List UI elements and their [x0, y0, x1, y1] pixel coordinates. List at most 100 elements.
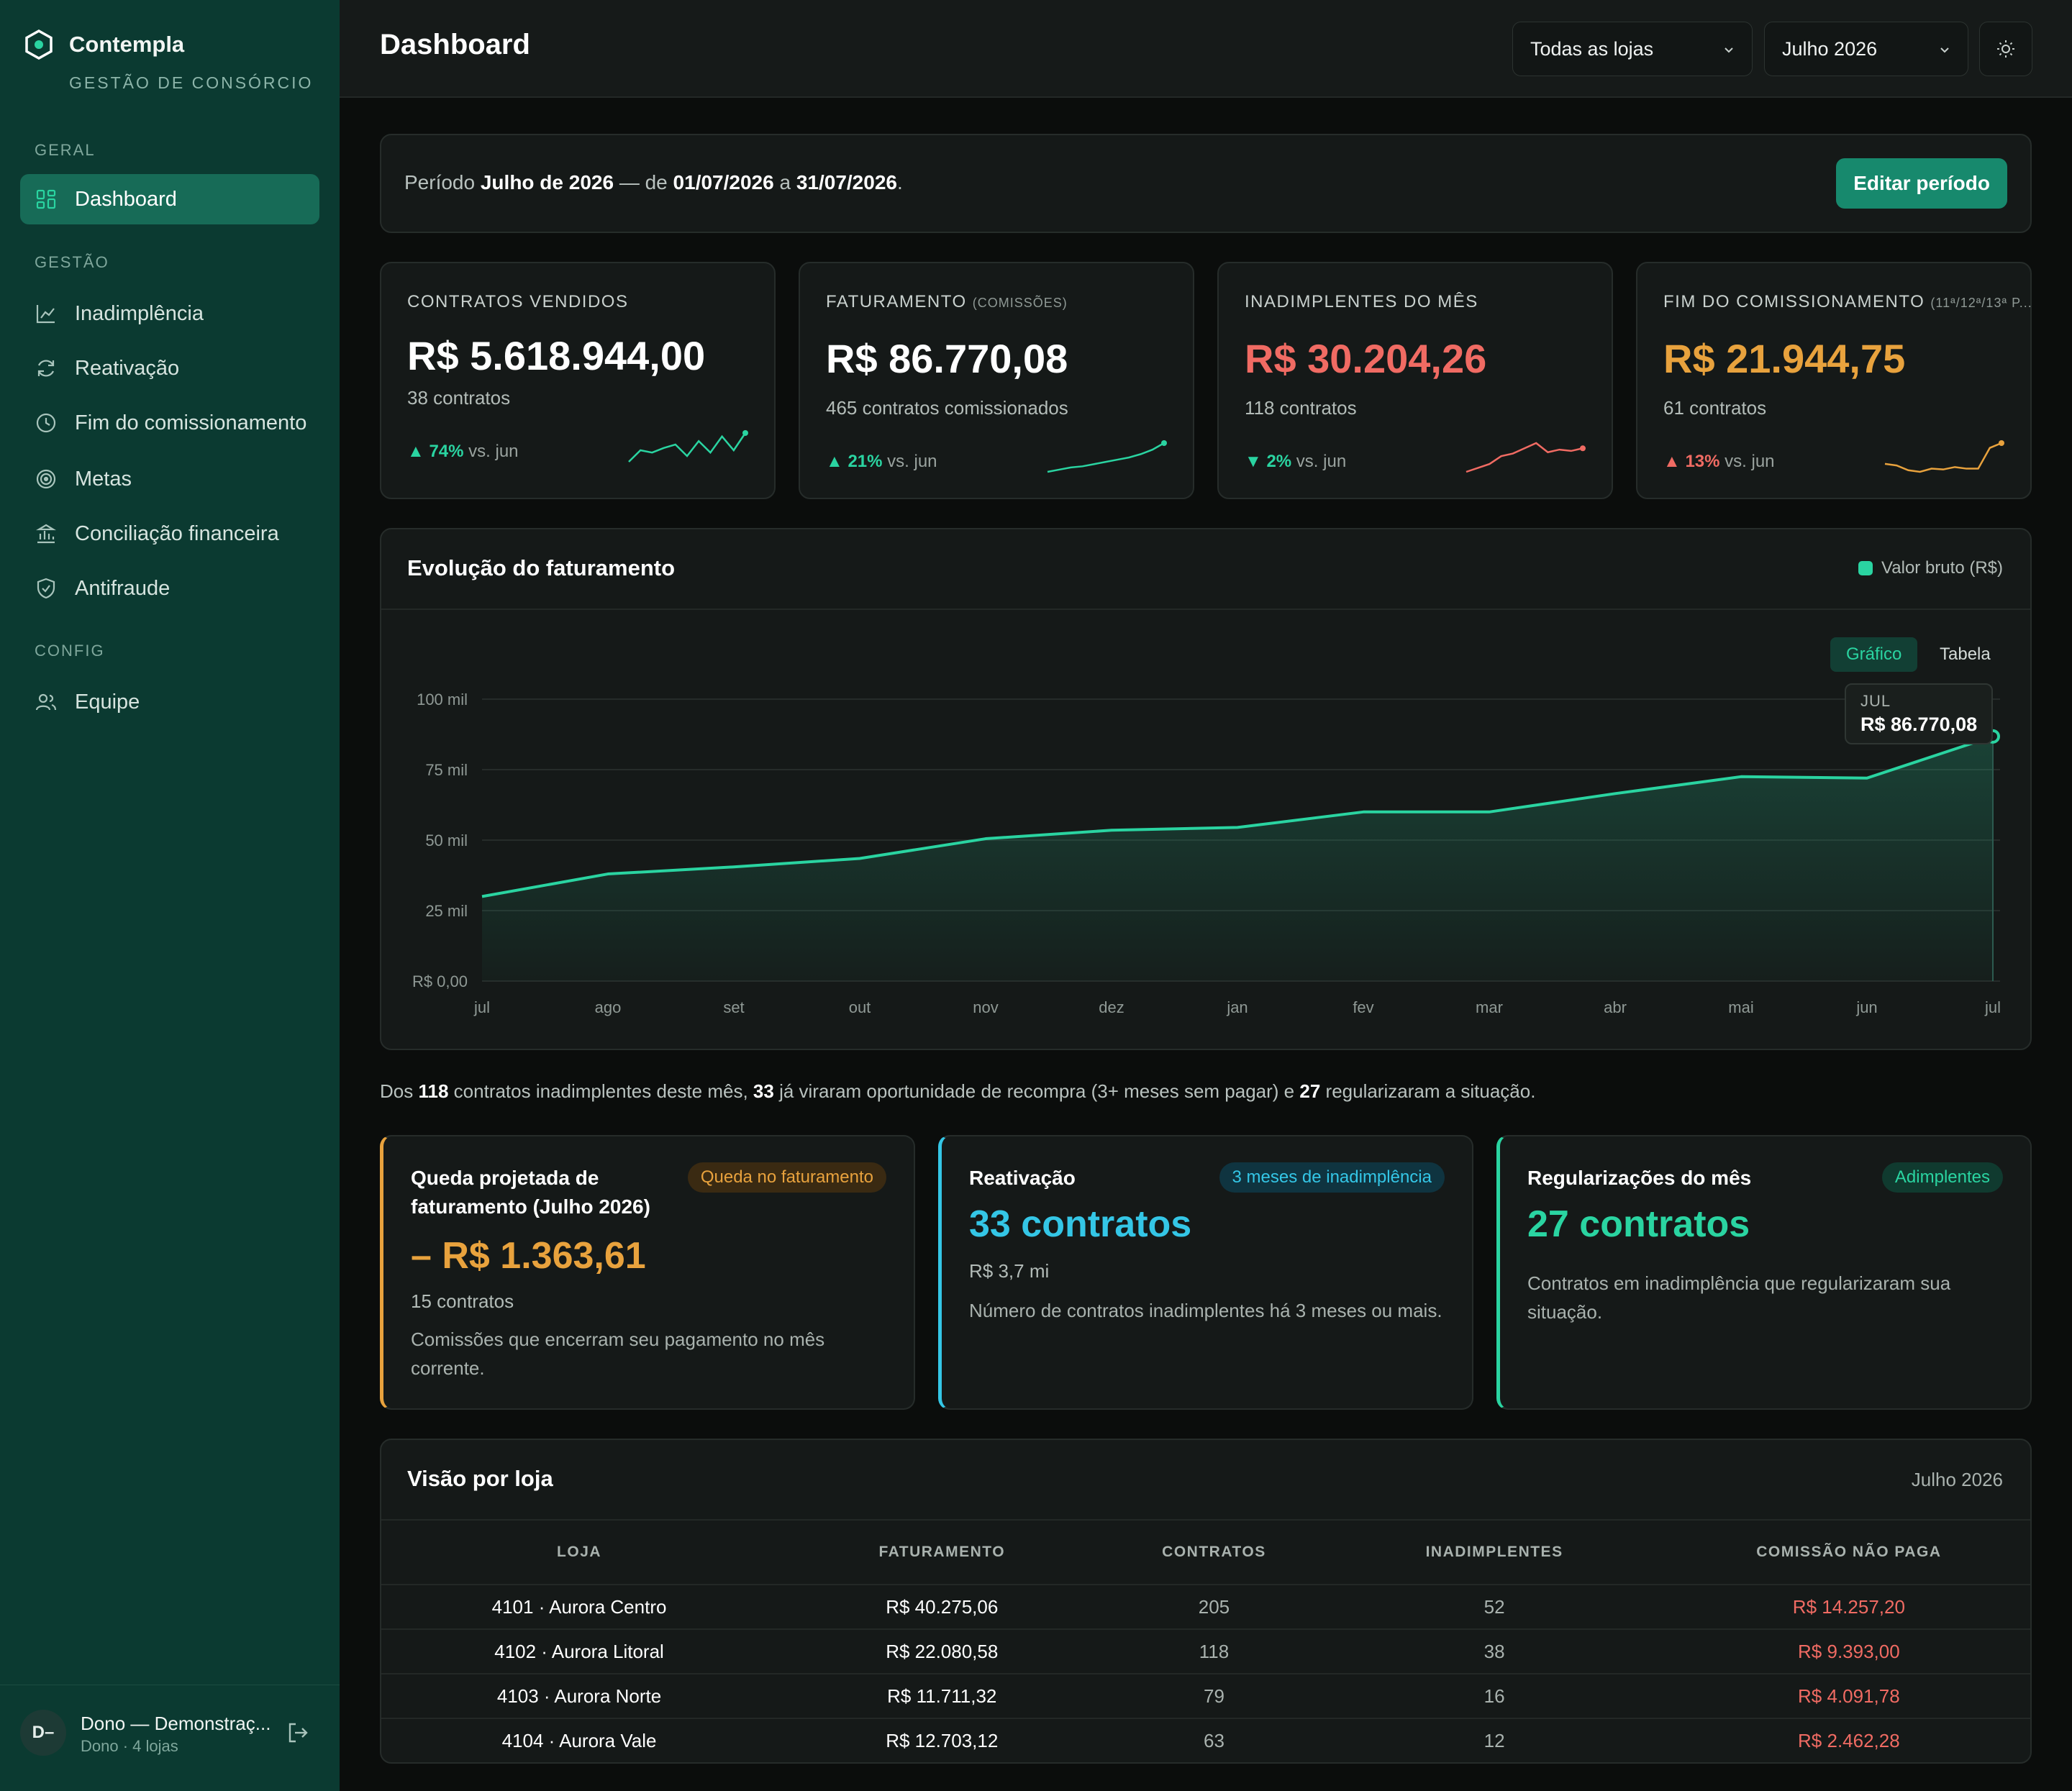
trend-text: vs. jun — [468, 442, 519, 461]
brand[interactable]: Contempla — [23, 29, 184, 60]
summary-text: Dos — [380, 1080, 414, 1102]
x-tick-label: out — [849, 998, 871, 1016]
sidebar-item-dashboard[interactable]: Dashboard — [20, 174, 319, 224]
table-row[interactable]: 4103 · Aurora Norte R$ 11.711,32 79 16 R$ 4.… — [381, 1674, 2030, 1719]
period-text: Período Julho de 2026 — de 01/07/2026 a … — [404, 171, 903, 194]
sidebar-item-label: Equipe — [75, 690, 140, 714]
y-tick-label: 25 mil — [425, 902, 468, 920]
kpi-card[interactable]: INADIMPLENTES DO MÊS R$ 30.204,26 118 co… — [1217, 262, 1613, 499]
table-cell: R$ 12.703,12 — [886, 1730, 999, 1751]
card-title: Queda projetada de faturamento (Julho 20… — [411, 1167, 650, 1218]
kpi-card[interactable]: FIM DO COMISSIONAMENTO (11ª/12ª/13ª P...… — [1636, 262, 2032, 499]
theme-toggle-button[interactable] — [1979, 22, 2032, 76]
regularizations-card[interactable]: Regularizações do mês Adimplentes 27 con… — [1496, 1135, 2032, 1410]
table-cell: R$ 9.393,00 — [1667, 1629, 2030, 1674]
card-title: Regularizações do mês — [1527, 1167, 1752, 1189]
x-tick-label: nov — [973, 998, 998, 1016]
tab-grafico[interactable]: Gráfico — [1830, 637, 1918, 672]
column-header[interactable]: COMISSÃO NÃO PAGA — [1667, 1519, 2030, 1585]
chart-line-icon — [36, 305, 55, 324]
table-cell: R$ 4.091,78 — [1667, 1674, 2030, 1719]
summary-count: 27 — [1299, 1080, 1321, 1102]
kpi-sub: 465 contratos comissionados — [826, 397, 1068, 419]
kpi-trend: ▼ 2% vs. jun — [1245, 452, 1346, 472]
section-label-geral: GERAL — [35, 141, 96, 159]
period-dot: . — [896, 171, 903, 193]
sidebar-item-conciliacao[interactable]: Conciliação financeira — [20, 509, 319, 559]
trend-value: 21% — [848, 452, 883, 471]
tooltip-value: R$ 86.770,08 — [1860, 714, 1978, 735]
trend-arrow-icon: ▼ — [1245, 452, 1262, 471]
sparkline-endpoint — [1580, 445, 1586, 452]
table-cell: R$ 40.275,06 — [777, 1585, 1107, 1630]
kpi-trend: ▲ 13% vs. jun — [1663, 452, 1775, 472]
x-tick-label: jul — [473, 998, 490, 1016]
card-desc: Comissões que encerram seu pagamento no … — [411, 1329, 825, 1379]
column-header[interactable]: LOJA — [381, 1519, 778, 1585]
table-row[interactable]: 4101 · Aurora Centro R$ 40.275,06 205 52 R$ … — [381, 1585, 2030, 1630]
column-header[interactable]: FATURAMENTO — [777, 1519, 1107, 1585]
kpi-value: R$ 5.618.944,00 — [407, 333, 706, 378]
x-tick-label: fev — [1353, 998, 1373, 1016]
section-label-gestao: GESTÃO — [35, 253, 109, 271]
logout-icon[interactable] — [285, 1720, 311, 1746]
table-cell: 4102 · Aurora Litoral — [381, 1629, 778, 1674]
period-bar: Período Julho de 2026 — de 01/07/2026 a … — [380, 134, 2032, 233]
card-sub: R$ 3,7 mi — [969, 1260, 1050, 1282]
sidebar-item-label: Reativação — [75, 356, 180, 380]
projected-drop-card[interactable]: Queda projetada de faturamento (Julho 20… — [380, 1135, 915, 1410]
reactivation-card[interactable]: Reativação 3 meses de inadimplência 33 c… — [938, 1135, 1473, 1410]
sidebar-item-metas[interactable]: Metas — [20, 454, 319, 504]
sidebar-item-label: Inadimplência — [75, 301, 204, 325]
table-row[interactable]: 4102 · Aurora Litoral R$ 22.080,58 118 38 R$… — [381, 1629, 2030, 1674]
table-header-row: LOJA FATURAMENTO CONTRATOS INADIMPLENTES… — [381, 1519, 2030, 1585]
sparkline — [1047, 440, 1167, 473]
avatar[interactable]: D– — [20, 1710, 66, 1756]
table-cell: 4104 · Aurora Vale — [501, 1730, 657, 1751]
period-sep: — de — [619, 171, 668, 193]
sparkline — [628, 430, 748, 462]
kpi-label-text: INADIMPLENTES DO MÊS — [1245, 292, 1478, 311]
refresh-icon — [37, 360, 55, 377]
kpi-trend: ▲ 21% vs. jun — [826, 452, 937, 472]
top-header: Dashboard Todas as lojas Julho 2026 — [340, 0, 2072, 98]
clock-icon — [36, 413, 56, 433]
sidebar-item-reativacao[interactable]: Reativação — [20, 343, 319, 393]
table-period: Julho 2026 — [1911, 1469, 2003, 1490]
kpi-card[interactable]: CONTRATOS VENDIDOS R$ 5.618.944,00 38 co… — [380, 262, 776, 499]
chart-divider — [381, 609, 2030, 610]
users-icon — [35, 693, 57, 711]
period-end: 31/07/2026 — [796, 171, 897, 193]
kpi-card[interactable]: FATURAMENTO (COMISSÕES) R$ 86.770,08 465… — [799, 262, 1194, 499]
column-header[interactable]: CONTRATOS — [1107, 1519, 1322, 1585]
trend-text: vs. jun — [1725, 452, 1775, 471]
card-value: 27 contratos — [1527, 1203, 1750, 1245]
brand-subtitle: GESTÃO DE CONSÓRCIO — [69, 73, 314, 92]
kpi-value: R$ 30.204,26 — [1245, 336, 1487, 381]
table-cell: 118 — [1107, 1629, 1322, 1674]
column-header[interactable]: INADIMPLENTES — [1321, 1519, 1668, 1585]
month-select[interactable]: Julho 2026 — [1764, 22, 1968, 76]
target-icon — [36, 469, 56, 489]
sparkline — [1466, 442, 1586, 473]
sidebar-item-antifraude[interactable]: Antifraude — [20, 563, 319, 614]
table-cell: R$ 11.711,32 — [777, 1674, 1107, 1719]
sun-icon — [1997, 40, 2014, 58]
tab-tabela[interactable]: Tabela — [1940, 644, 1991, 664]
sidebar-item-fim-comissionamento[interactable]: Fim do comissionamento — [20, 398, 319, 448]
trend-arrow-icon: ▲ — [1663, 452, 1681, 471]
table-row[interactable]: 4104 · Aurora Vale R$ 12.703,12 63 12 R$ 2.4… — [381, 1718, 2030, 1763]
sidebar-item-label: Metas — [75, 467, 132, 491]
kpi-value: R$ 86.770,08 — [826, 336, 1068, 381]
table-cell: 63 — [1203, 1730, 1224, 1751]
store-select[interactable]: Todas as lojas — [1512, 22, 1753, 76]
x-tick-label: set — [723, 998, 744, 1016]
bank-icon — [36, 524, 56, 544]
month-select-value: Julho 2026 — [1782, 37, 1878, 60]
table-cell: 79 — [1107, 1674, 1322, 1719]
edit-period-button[interactable]: Editar período — [1836, 158, 2007, 209]
delinquency-summary: Dos 118 contratos inadimplentes deste mê… — [380, 1080, 1535, 1103]
sidebar-item-inadimplencia[interactable]: Inadimplência — [20, 288, 319, 339]
sparkline-path — [628, 432, 747, 462]
sidebar-item-equipe[interactable]: Equipe — [20, 677, 319, 727]
